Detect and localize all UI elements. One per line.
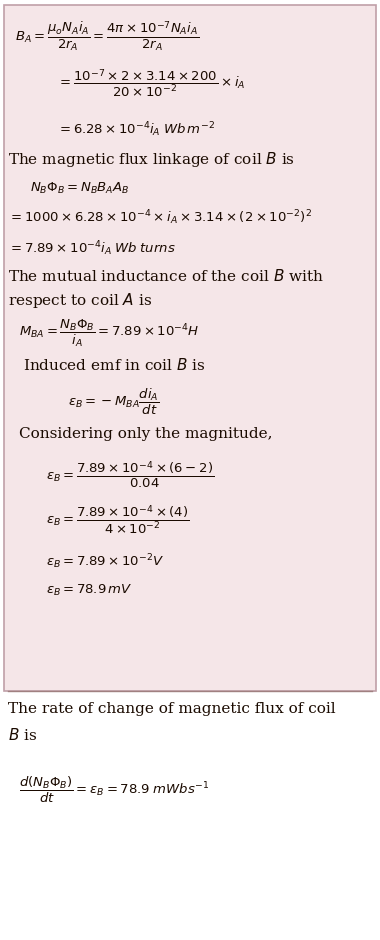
Text: Considering only the magnitude,: Considering only the magnitude, (19, 428, 272, 441)
Text: $B$ is: $B$ is (8, 727, 37, 744)
Text: Induced emf in coil $B$ is: Induced emf in coil $B$ is (23, 356, 206, 373)
Text: $\varepsilon_{B} = \dfrac{7.89\times10^{-4}\times(4)}{4\times10^{-2}}$: $\varepsilon_{B} = \dfrac{7.89\times10^{… (46, 503, 189, 537)
Text: respect to coil $A$ is: respect to coil $A$ is (8, 291, 152, 310)
Text: $N_{B}\Phi_{B} = N_{B}B_{A}A_{B}$: $N_{B}\Phi_{B} = N_{B}B_{A}A_{B}$ (30, 180, 130, 196)
Text: The rate of change of magnetic flux of coil: The rate of change of magnetic flux of c… (8, 702, 335, 715)
Text: $=7.89\times10^{-4}i_{A}\;\mathit{Wb\;turns}$: $=7.89\times10^{-4}i_{A}\;\mathit{Wb\;tu… (8, 239, 176, 258)
Text: The magnetic flux linkage of coil $B$ is: The magnetic flux linkage of coil $B$ is (8, 150, 294, 169)
Text: $M_{BA} = \dfrac{N_{B}\Phi_{B}}{i_{A}} = 7.89\times10^{-4}H$: $M_{BA} = \dfrac{N_{B}\Phi_{B}}{i_{A}} =… (19, 318, 200, 350)
Text: $= \dfrac{10^{-7}\times2\times3.14\times200}{20\times10^{-2}}\times i_{A}$: $= \dfrac{10^{-7}\times2\times3.14\times… (57, 67, 245, 99)
Text: The mutual inductance of the coil $B$ with: The mutual inductance of the coil $B$ wi… (8, 268, 323, 285)
Text: $\varepsilon_{B} = 7.89\times10^{-2}V$: $\varepsilon_{B} = 7.89\times10^{-2}V$ (46, 552, 164, 571)
Text: $=1000\times6.28\times10^{-4}\times i_{A}\times3.14\times\left(2\times10^{-2}\ri: $=1000\times6.28\times10^{-4}\times i_{A… (8, 209, 312, 227)
Text: $\varepsilon_{B} = 78.9\,mV$: $\varepsilon_{B} = 78.9\,mV$ (46, 583, 132, 598)
Text: $\varepsilon_{B} = \dfrac{7.89\times10^{-4}\times(6-2)}{0.04}$: $\varepsilon_{B} = \dfrac{7.89\times10^{… (46, 460, 214, 490)
Text: $=6.28\times10^{-4}i_{A}\;Wb\,m^{-2}$: $=6.28\times10^{-4}i_{A}\;Wb\,m^{-2}$ (57, 120, 215, 139)
Text: $B_{A} = \dfrac{\mu_{o}N_{A}i_{A}}{2r_{A}} = \dfrac{4\pi\times10^{-7}N_{A}i_{A}}: $B_{A} = \dfrac{\mu_{o}N_{A}i_{A}}{2r_{A… (15, 19, 199, 53)
Text: $\varepsilon_{B} = -M_{BA}\dfrac{di_{A}}{dt}$: $\varepsilon_{B} = -M_{BA}\dfrac{di_{A}}… (68, 387, 160, 417)
FancyBboxPatch shape (4, 5, 376, 691)
Text: $\dfrac{d(N_{B}\Phi_{B})}{dt} = \varepsilon_{B} = 78.9\;mWbs^{-1}$: $\dfrac{d(N_{B}\Phi_{B})}{dt} = \varepsi… (19, 775, 209, 805)
